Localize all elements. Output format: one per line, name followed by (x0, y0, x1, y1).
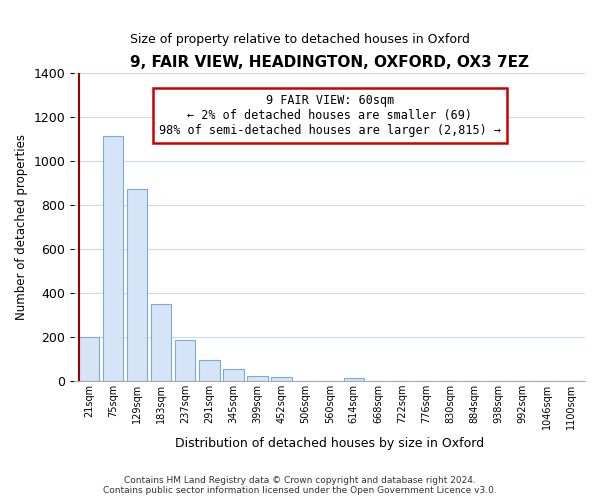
Title: 9, FAIR VIEW, HEADINGTON, OXFORD, OX3 7EZ: 9, FAIR VIEW, HEADINGTON, OXFORD, OX3 7E… (130, 55, 529, 70)
Bar (175, 340, 196, 380)
Bar (127, 189, 148, 380)
Bar (79, 336, 99, 380)
Y-axis label: Number of detached properties: Number of detached properties (15, 134, 28, 320)
Text: Size of property relative to detached houses in Oxford: Size of property relative to detached ho… (130, 32, 470, 46)
Bar (199, 360, 220, 380)
Bar (247, 376, 268, 380)
Text: Contains HM Land Registry data © Crown copyright and database right 2024.
Contai: Contains HM Land Registry data © Crown c… (103, 476, 497, 495)
Bar (151, 304, 172, 380)
Bar (344, 378, 364, 380)
X-axis label: Distribution of detached houses by size in Oxford: Distribution of detached houses by size … (175, 437, 484, 450)
Text: 9 FAIR VIEW: 60sqm
← 2% of detached houses are smaller (69)
98% of semi-detached: 9 FAIR VIEW: 60sqm ← 2% of detached hous… (159, 94, 501, 137)
Bar (223, 368, 244, 380)
Bar (103, 136, 123, 380)
Bar (271, 378, 292, 380)
